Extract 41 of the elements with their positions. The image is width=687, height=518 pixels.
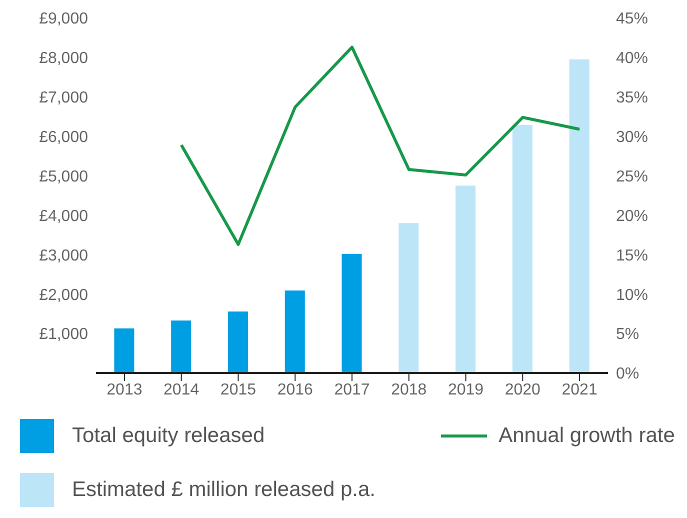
legend-label: Total equity released [72,424,265,448]
y2-tick-label: 40% [616,50,648,68]
y2-tick-label: 5% [616,326,640,344]
bar [171,320,192,373]
y2-tick-label: 20% [616,208,648,225]
x-tick-label: 2019 [448,381,484,398]
y2-tick-label: 30% [616,129,648,146]
y-tick-label: £6,000 [39,129,88,146]
bar [456,186,476,373]
y2-tick-label: 10% [616,286,648,304]
y-tick-label: £9,000 [39,10,88,28]
y-tick-label: £3,000 [39,247,88,264]
x-tick-label: 2016 [277,381,314,398]
y2-tick-label: 15% [616,247,648,264]
y2-tick-label: 45% [616,10,648,28]
x-tick-label: 2020 [504,381,541,398]
y2-tick-label: 25% [616,168,648,186]
legend-label: Annual growth rate [498,424,675,448]
y-tick-label: £1,000 [39,326,88,344]
y-tick-label: £8,000 [39,50,88,68]
x-tick-label: 2018 [391,381,427,398]
bar [342,254,362,373]
y2-tick-label: 0% [616,366,640,383]
y-tick-label: £4,000 [39,208,88,225]
bar [512,124,532,373]
x-tick-label: 2017 [334,381,370,398]
y-tick-label: £2,000 [39,286,88,304]
bar [114,328,134,373]
y-tick-label: £5,000 [39,168,88,186]
bar [228,311,248,373]
x-tick-label: 2021 [562,381,598,398]
line-series [180,46,582,246]
bar [398,223,419,373]
x-tick-label: 2013 [106,381,142,398]
y-tick-label: £7,000 [39,90,88,107]
x-tick-label: 2014 [164,381,200,398]
y2-tick-label: 35% [616,90,648,107]
legend-label: Estimated £ million released p.a. [72,478,376,502]
x-tick-label: 2015 [220,381,256,398]
bar [569,59,590,373]
bar [284,290,305,373]
